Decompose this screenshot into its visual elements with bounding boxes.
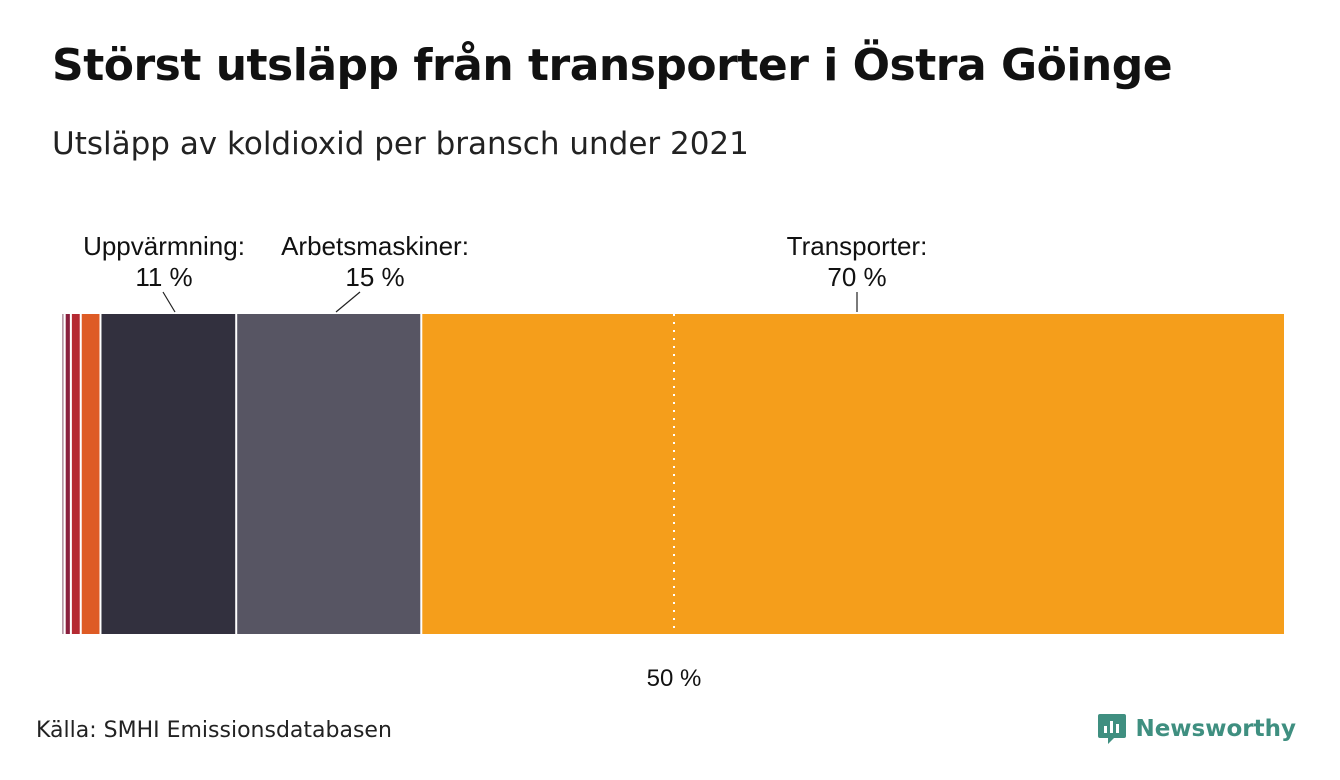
bar-segment-uppvärmning — [101, 314, 236, 634]
bar-segment-övrigt-1 — [62, 314, 64, 634]
chart-subtitle: Utsläpp av koldioxid per bransch under 2… — [52, 126, 749, 162]
brand-logo: Newsworthy — [1097, 712, 1296, 746]
leader-line-uppvärmning — [162, 291, 176, 313]
bar-segment-transporter — [422, 314, 1284, 634]
bar-segment-övrigt-4 — [81, 314, 100, 634]
source-note: Källa: SMHI Emissionsdatabasen — [36, 718, 392, 743]
bar-segment-övrigt-3 — [71, 314, 80, 634]
segment-value-arbetsmaskiner: 15 % — [345, 262, 404, 292]
segment-value-transporter: 70 % — [827, 262, 886, 292]
reference-label-50: 50 % — [647, 665, 702, 692]
segment-label-uppvärmning: Uppvärmning: — [83, 231, 245, 261]
bar-segment-arbetsmaskiner — [237, 314, 421, 634]
bar-segment-övrigt-2 — [65, 314, 70, 634]
newsworthy-logo-icon — [1098, 714, 1127, 744]
chart-title: Störst utsläpp från transporter i Östra … — [52, 40, 1173, 91]
segment-value-uppvärmning: 11 % — [135, 262, 192, 292]
segment-label-arbetsmaskiner: Arbetsmaskiner: — [281, 231, 469, 261]
leader-line-arbetsmaskiner — [335, 291, 361, 313]
segment-label-transporter: Transporter: — [787, 231, 928, 261]
brand-name: Newsworthy — [1135, 716, 1296, 742]
